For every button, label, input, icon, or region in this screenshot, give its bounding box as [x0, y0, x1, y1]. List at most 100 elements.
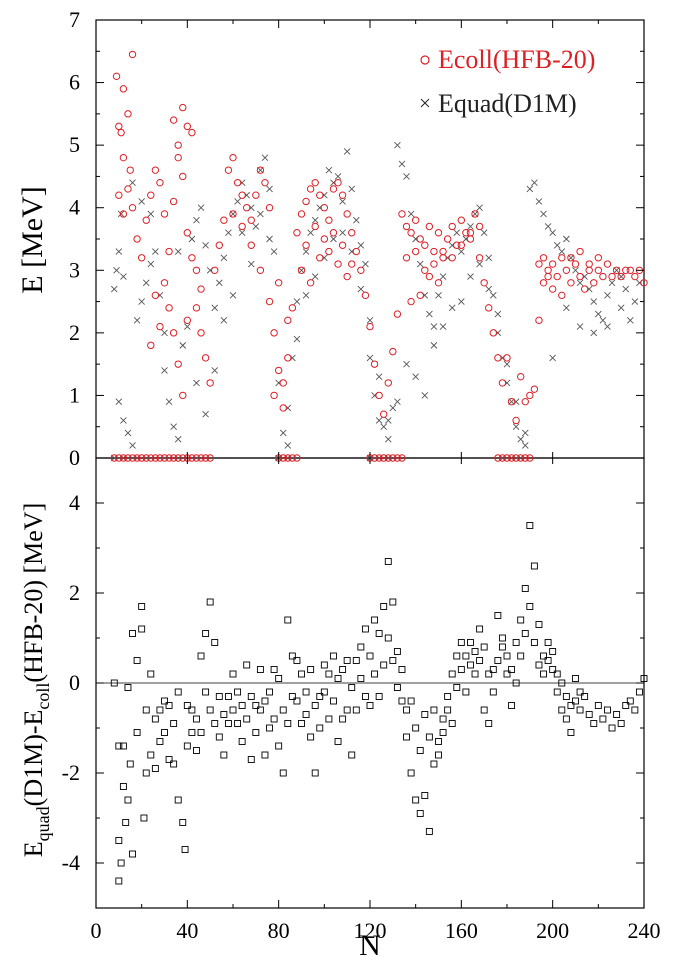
difference-point — [540, 670, 547, 678]
ecoll-point — [448, 254, 456, 262]
equad-point — [211, 304, 219, 312]
x-tick-label: 240 — [628, 918, 661, 943]
difference-point — [398, 666, 406, 673]
ecoll-point — [133, 454, 141, 462]
difference-point — [151, 715, 159, 723]
difference-point — [599, 715, 607, 723]
difference-point — [476, 625, 484, 633]
equad-point — [279, 429, 287, 437]
difference-point — [361, 625, 369, 633]
difference-point — [604, 706, 611, 714]
difference-point — [343, 657, 351, 664]
difference-point — [161, 729, 168, 736]
ecoll-point — [201, 354, 210, 362]
ecoll-point — [343, 210, 351, 218]
ecoll-point — [160, 210, 169, 218]
equad-point — [553, 241, 561, 249]
ecoll-point — [521, 397, 529, 406]
difference-point — [549, 666, 557, 673]
difference-point — [444, 693, 452, 700]
difference-point — [553, 670, 561, 678]
x-tick-label: 80 — [268, 918, 290, 943]
difference-point — [421, 792, 429, 799]
ecoll-point — [544, 272, 552, 281]
ecoll-point — [389, 454, 397, 462]
equad-point — [215, 279, 223, 287]
ecoll-point — [457, 241, 466, 249]
difference-point — [581, 693, 589, 700]
bottom-plot-area — [96, 522, 648, 885]
difference-point — [549, 648, 557, 655]
difference-point — [238, 738, 246, 745]
ecoll-point — [265, 297, 274, 306]
difference-point — [320, 661, 328, 669]
difference-point — [512, 679, 520, 687]
ecoll-point — [160, 454, 169, 462]
ecoll-point — [211, 266, 219, 274]
difference-point — [558, 679, 566, 687]
equad-point — [193, 216, 200, 224]
difference-point — [261, 697, 269, 705]
ecoll-point — [297, 266, 306, 274]
difference-point — [594, 702, 602, 709]
bottom-y-tick-label: 2 — [69, 580, 80, 605]
equad-point — [503, 360, 511, 368]
ecoll-point — [338, 241, 347, 249]
ecoll-point — [494, 354, 502, 362]
difference-point — [485, 670, 493, 678]
equad-point — [302, 248, 310, 255]
difference-point — [485, 720, 493, 727]
difference-point — [124, 684, 132, 691]
equad-point — [471, 210, 479, 218]
top-plot-area — [110, 50, 648, 462]
equad-point — [467, 223, 474, 230]
difference-point — [439, 729, 447, 736]
ecoll-point — [411, 247, 420, 256]
ecoll-point — [453, 241, 461, 249]
difference-point — [467, 639, 474, 646]
ecoll-point — [174, 141, 182, 149]
ecoll-point — [288, 454, 297, 462]
difference-point — [181, 846, 189, 853]
difference-point — [339, 666, 347, 673]
x-tick-label: 120 — [354, 918, 387, 943]
difference-point — [476, 657, 484, 664]
equad-point — [563, 304, 570, 312]
ecoll-point — [366, 322, 374, 331]
equad-point — [622, 285, 630, 293]
difference-point — [293, 697, 301, 705]
difference-point — [512, 639, 520, 646]
equad-point — [311, 273, 319, 280]
difference-point — [393, 648, 401, 655]
ecoll-point — [117, 128, 125, 137]
difference-point — [261, 751, 269, 759]
top-y-tick-label: 4 — [69, 195, 80, 220]
difference-point — [243, 715, 251, 723]
equad-point — [238, 229, 246, 237]
ecoll-point — [512, 454, 520, 462]
equad-point — [174, 435, 182, 443]
difference-point — [202, 688, 210, 696]
ecoll-point — [352, 247, 360, 256]
difference-point — [375, 630, 383, 637]
ecoll-point — [320, 235, 329, 243]
difference-point — [129, 850, 136, 858]
ecoll-point — [247, 216, 255, 224]
ecoll-point — [594, 254, 603, 262]
ecoll-point — [174, 360, 182, 368]
ecoll-point — [115, 122, 123, 131]
difference-point — [275, 742, 283, 750]
ecoll-point — [201, 454, 210, 462]
difference-point — [117, 859, 125, 867]
equad-point — [362, 260, 369, 268]
difference-point — [211, 720, 219, 727]
difference-point — [480, 643, 488, 651]
ecoll-point — [128, 454, 137, 462]
ecoll-point — [475, 254, 484, 262]
equad-point — [394, 398, 401, 406]
difference-point — [115, 837, 123, 844]
difference-point — [530, 639, 538, 646]
equad-point — [521, 442, 529, 449]
difference-point — [444, 706, 452, 714]
